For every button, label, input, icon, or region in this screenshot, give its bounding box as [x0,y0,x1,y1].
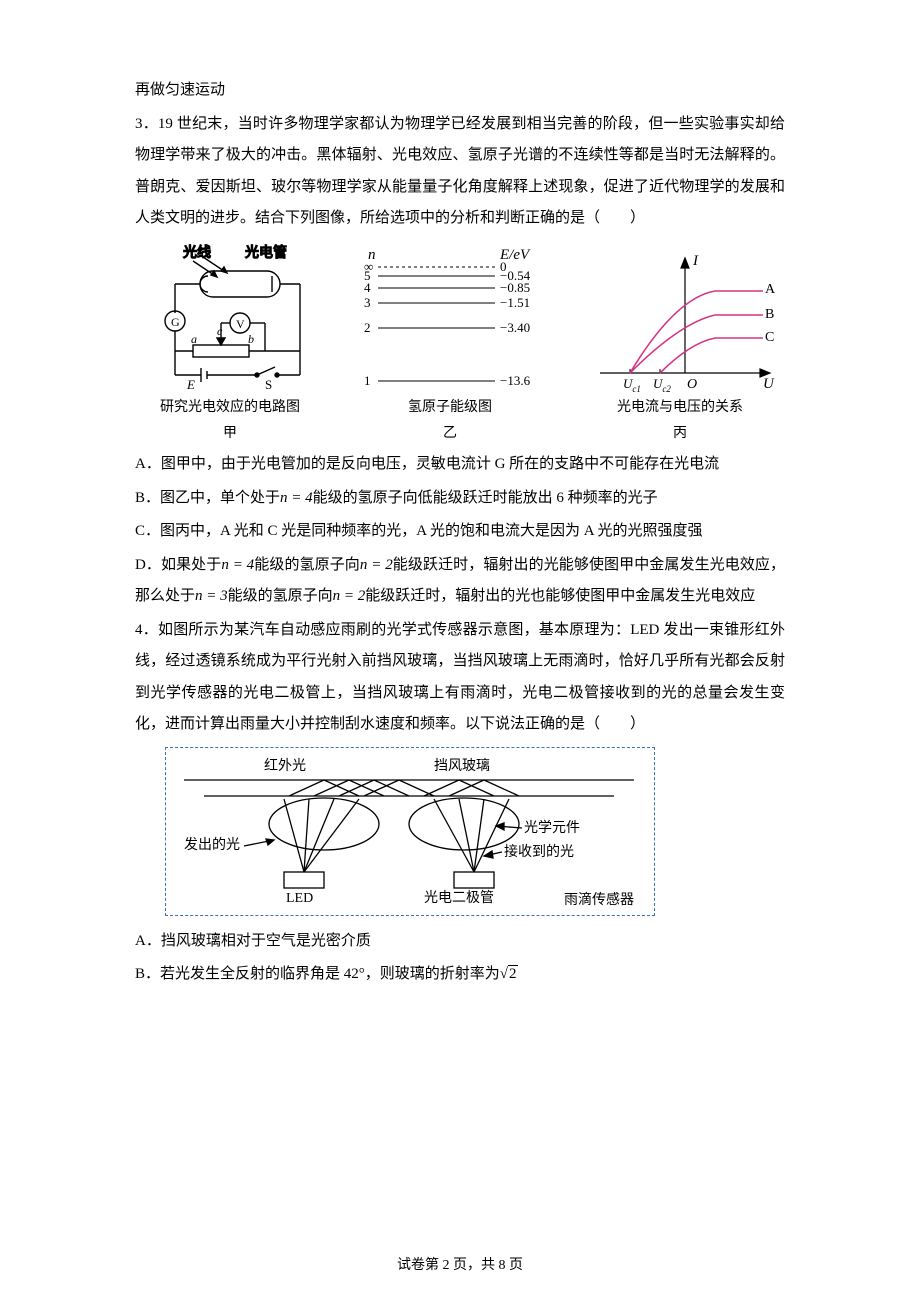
figure-yi: n E/eV ∞ 0 5 −0.54 4 −0.85 3 −1.51 2 −3.… [350,243,550,446]
label-light: 光线 [183,245,211,261]
svg-text:4: 4 [364,280,371,295]
question-4-option-b: B．若光发生全反射的临界角是 42°，则玻璃的折射率为√2 [135,959,785,991]
svg-text:Uc1: Uc1 [623,376,641,393]
question-3-option-d: D．如果处于n = 4能级的氢原子向n = 2能级跃迁时，辐射出的光能够使图甲中… [135,550,785,613]
figure-yi-caption2: 乙 [443,423,457,445]
i-axis-label: I [692,253,699,269]
question-3-stem: 3．19 世纪末，当时许多物理学家都认为物理学已经发展到相当完善的阶段，但一些实… [135,109,785,235]
question-4-option-a: A．挡风玻璃相对于空气是光密介质 [135,926,785,958]
label-diode: 光电二极管 [424,890,494,906]
question-3-figures: 光线 光电管 G V [135,243,785,446]
u-axis-label: U [763,376,775,392]
label-led: LED [286,891,313,906]
figure-jia-caption2: 甲 [223,423,237,445]
rain-sensor-diagram: 红外光 挡风玻璃 发出的光 光学元件 接收到的光 LED 光电二极管 雨滴传感 [174,754,644,909]
label-emit: 发出的光 [184,837,240,853]
svg-text:−1.51: −1.51 [500,295,530,310]
label-recv: 接收到的光 [504,843,574,860]
figure-bing-caption1: 光电流与电压的关系 [617,397,743,419]
label-g: G [171,315,180,329]
label-ir: 红外光 [264,758,306,774]
svg-text:−0.85: −0.85 [500,280,530,295]
figure-bing: I U O Uc1 Uc2 A B C 光电流与电压的关系 丙 [585,243,775,446]
question-3-option-c: C．图丙中，A 光和 C 光是同种频率的光，A 光的饱和电流大是因为 A 光的光… [135,516,785,548]
figure-jia-caption1: 研究光电效应的电路图 [160,397,300,419]
curve-a-label: A [765,282,775,297]
question-4-stem: 4．如图所示为某汽车自动感应雨刷的光学式传感器示意图，基本原理为：LED 发出一… [135,615,785,741]
curve-c-label: C [765,330,774,345]
iu-curve-chart: I U O Uc1 Uc2 A B C [585,243,775,393]
svg-text:2: 2 [364,320,371,335]
question-3-option-a: A．图甲中，由于光电管加的是反向电压，灵敏电流计 G 所在的支路中不可能存在光电… [135,449,785,481]
origin-label: O [687,377,697,392]
label-e: E [186,377,195,392]
question-3-option-b: B．图乙中，单个处于n = 4能级的氢原子向低能级跃迁时能放出 6 种频率的光子 [135,483,785,515]
figure-yi-caption1: 氢原子能级图 [408,397,492,419]
label-c: c [217,324,223,338]
svg-text:3: 3 [364,295,371,310]
svg-text:Uc2: Uc2 [653,376,671,393]
label-sensor: 雨滴传感器 [564,891,634,908]
svg-text:−13.6: −13.6 [500,373,531,388]
figure-jia: 光线 光电管 G V [145,243,315,446]
energy-level-diagram: n E/eV ∞ 0 5 −0.54 4 −0.85 3 −1.51 2 −3.… [350,243,550,393]
page-footer: 试卷第 2 页，共 8 页 [0,1254,920,1274]
label-tube: 光电管 [245,245,287,261]
curve-b-label: B [765,307,774,322]
label-b: b [248,332,254,346]
label-v: V [236,317,245,331]
label-a: a [191,332,197,346]
figure-bing-caption2: 丙 [673,423,687,445]
question-4-diagram: 红外光 挡风玻璃 发出的光 光学元件 接收到的光 LED 光电二极管 雨滴传感 [165,747,655,916]
label-optics: 光学元件 [524,820,580,836]
svg-text:1: 1 [364,373,371,388]
circuit-diagram: 光线 光电管 G V [145,243,315,393]
label-s: S [265,377,272,392]
svg-text:−3.40: −3.40 [500,320,530,335]
question-2-tail: 再做匀速运动 [135,75,785,107]
label-glass: 挡风玻璃 [434,757,490,774]
